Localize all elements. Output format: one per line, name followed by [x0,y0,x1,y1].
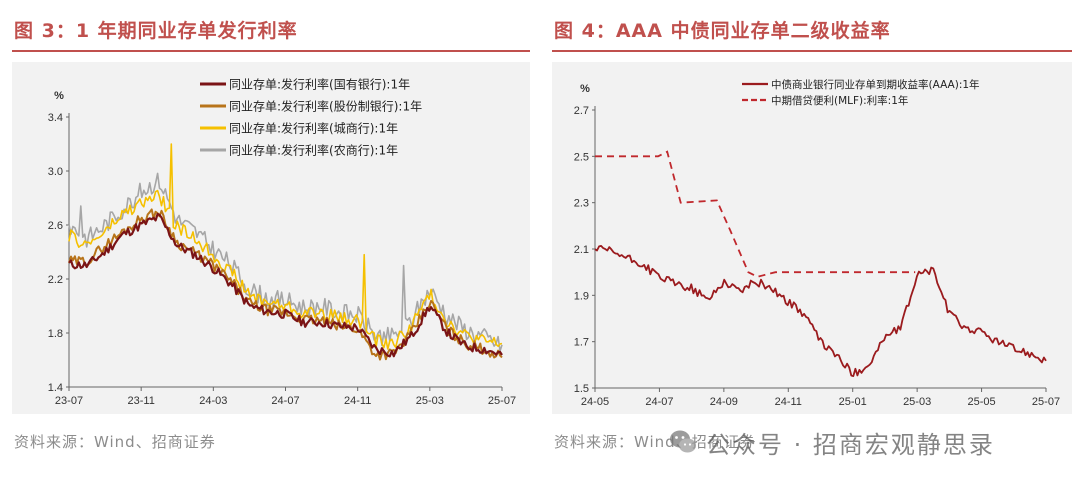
right-x-tick-label: 24-07 [645,396,673,408]
watermark-text: 公众号 · 招商宏观静思录 [706,430,995,459]
left-y-tick-label: 1.8 [48,328,63,340]
left-x-tick-label: 23-11 [128,395,155,407]
right-x-tick-label: 24-09 [710,396,738,408]
left-series-line-3 [68,172,503,352]
left-x-tick-label: 24-07 [271,395,299,407]
left-source-note: 资料来源：Wind、招商证券 [14,433,216,451]
left-series-line-0 [68,212,503,358]
right-y-tick-label: 1.7 [574,337,589,349]
right-x-tick-label: 25-03 [903,396,931,408]
right-x-tick-label: 25-01 [839,396,867,408]
left-x-tick-label: 25-07 [488,395,516,407]
right-source-note: 资料来源：Wind、招商证券 [554,433,756,451]
right-title-rule [552,50,1072,52]
right-chart: % 1.5 1.7 1.9 2.1 2.3 2.5 2.7 24-05 24-07 24-09 24-… [574,78,1060,408]
wechat-icon [670,430,696,453]
watermark: 公众号 · 招商宏观静思录 [668,426,995,459]
right-x-tick-label: 25-07 [1032,396,1060,408]
right-y-tick-label: 1.9 [574,290,589,302]
left-y-tick-label: 1.4 [48,382,63,394]
right-y-tick-label: 1.5 [574,383,589,395]
left-y-tick-label: 3.0 [48,166,63,178]
right-y-unit-label: % [580,83,590,95]
left-y-tick-label: 3.4 [48,112,63,124]
right-y-tick-label: 2.5 [574,151,589,163]
left-title-rule [12,50,530,52]
right-series-line-aaa [594,245,1047,377]
left-legend-label-2: 同业存单:发行利率(城商行):1年 [229,121,398,136]
right-y-tick-label: 2.1 [574,244,589,256]
right-x-tick-label: 25-05 [968,396,996,408]
right-x-tick-label: 24-05 [581,396,609,408]
right-legend-label-0: 中债商业银行同业存单到期收益率(AAA):1年 [771,78,980,91]
right-figure: 图 4：AAA 中债同业存单二级收益率 % 1.5 1.7 1.9 2.1 2.3 2.5 2… [540,0,1080,485]
left-x-tick-label: 23-07 [55,395,83,407]
left-y-tick-label: 2.2 [48,274,63,286]
left-legend-label-0: 同业存单:发行利率(国有银行):1年 [229,77,410,92]
right-legend-label-1: 中期借贷便利(MLF):利率:1年 [771,94,908,107]
right-series-line-mlf [595,150,916,278]
right-y-tick-label: 2.3 [574,198,589,210]
left-x-tick-label: 24-11 [344,395,371,407]
left-y-unit-label: % [54,90,64,102]
right-y-tick-label: 2.7 [574,105,589,117]
left-x-tick-label: 24-03 [199,395,227,407]
left-legend-label-1: 同业存单:发行利率(股份制银行):1年 [229,99,422,114]
left-chart: % 1.4 1.8 2.2 2.6 3.0 3.4 23-07 23-11 24-03 24-07 2… [48,77,516,408]
left-figure-title: 图 3：1 年期同业存单发行利率 [14,20,298,42]
right-chart-background [552,62,1072,414]
right-figure-title: 图 4：AAA 中债同业存单二级收益率 [554,20,891,42]
left-series-line-2 [68,143,503,350]
right-x-tick-label: 24-11 [775,396,802,408]
left-x-tick-label: 25-03 [416,395,444,407]
left-legend-label-3: 同业存单:发行利率(农商行):1年 [229,143,398,158]
left-y-tick-label: 2.6 [48,220,63,232]
left-figure: 图 3：1 年期同业存单发行利率 % 1.4 1.8 2.2 2.6 3.0 3.4 23-0… [12,20,530,451]
